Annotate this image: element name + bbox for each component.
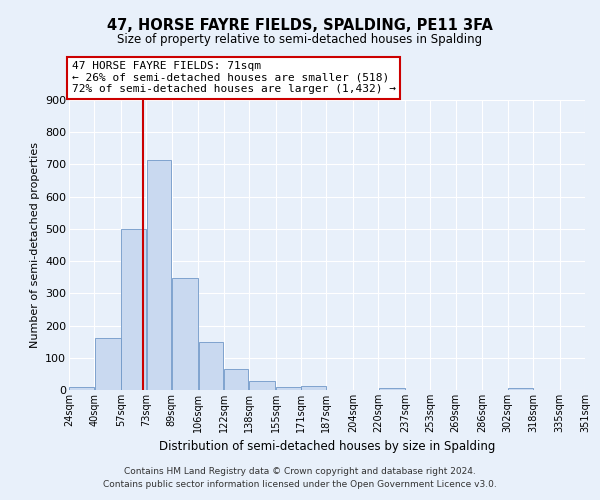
Bar [301,386,326,390]
Text: 47, HORSE FAYRE FIELDS, SPALDING, PE11 3FA: 47, HORSE FAYRE FIELDS, SPALDING, PE11 3… [107,18,493,32]
Bar [70,388,94,390]
Bar [147,160,171,390]
Bar [199,342,223,390]
Bar [224,369,248,390]
Y-axis label: Number of semi-detached properties: Number of semi-detached properties [29,142,40,348]
Bar [249,381,275,390]
X-axis label: Distribution of semi-detached houses by size in Spalding: Distribution of semi-detached houses by … [159,440,495,454]
Bar [379,388,405,390]
Bar [276,388,301,390]
Text: 47 HORSE FAYRE FIELDS: 71sqm
← 26% of semi-detached houses are smaller (518)
72%: 47 HORSE FAYRE FIELDS: 71sqm ← 26% of se… [71,61,395,94]
Bar [508,388,533,390]
Bar [121,229,146,390]
Text: Contains public sector information licensed under the Open Government Licence v3: Contains public sector information licen… [103,480,497,489]
Text: Contains HM Land Registry data © Crown copyright and database right 2024.: Contains HM Land Registry data © Crown c… [124,467,476,476]
Text: Size of property relative to semi-detached houses in Spalding: Size of property relative to semi-detach… [118,32,482,46]
Bar [172,278,198,390]
Bar [95,338,121,390]
